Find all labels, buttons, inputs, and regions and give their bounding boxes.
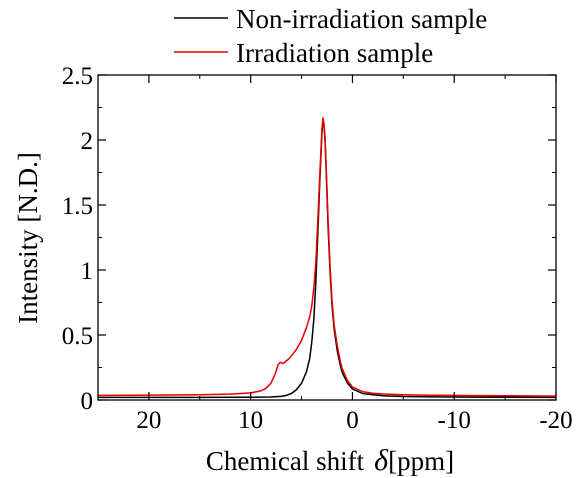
y-tick-label: 1	[81, 258, 94, 285]
y-tick-label: 2.5	[62, 63, 93, 90]
plot-frame	[97, 74, 557, 401]
x-tick-label: -10	[438, 407, 471, 434]
legend-label-irradiation: Irradiation sample	[236, 38, 433, 68]
series-line-irradiation	[97, 117, 557, 397]
x-axis-label-symbol: δ	[374, 444, 389, 477]
x-tick-label: 0	[346, 407, 359, 434]
y-axis-label: Intensity [N.D.]	[13, 152, 43, 324]
x-tick-label: 10	[238, 407, 263, 434]
x-tick-label: 20	[136, 407, 161, 434]
x-axis-label-text: Chemical shift	[206, 446, 365, 476]
x-axis-label-unit: [ppm]	[388, 446, 454, 476]
legend-label-non-irradiation: Non-irradiation sample	[236, 4, 487, 34]
series-line-non-irradiation	[98, 119, 557, 399]
legend: Non-irradiation sample Irradiation sampl…	[174, 4, 487, 68]
y-tick-label: 0.5	[62, 323, 93, 350]
y-tick-label: 0	[81, 388, 94, 415]
x-axis-label: Chemical shift δ[ppm]	[206, 444, 454, 477]
series-layer	[97, 117, 557, 399]
y-tick-label: 2	[81, 128, 94, 155]
x-tick-label: -20	[539, 407, 572, 434]
y-tick-label: 1.5	[62, 193, 93, 220]
ticks-layer: 20 10 0 -10 -20 0 0.5 1 1.5 2 2.5	[62, 63, 573, 434]
